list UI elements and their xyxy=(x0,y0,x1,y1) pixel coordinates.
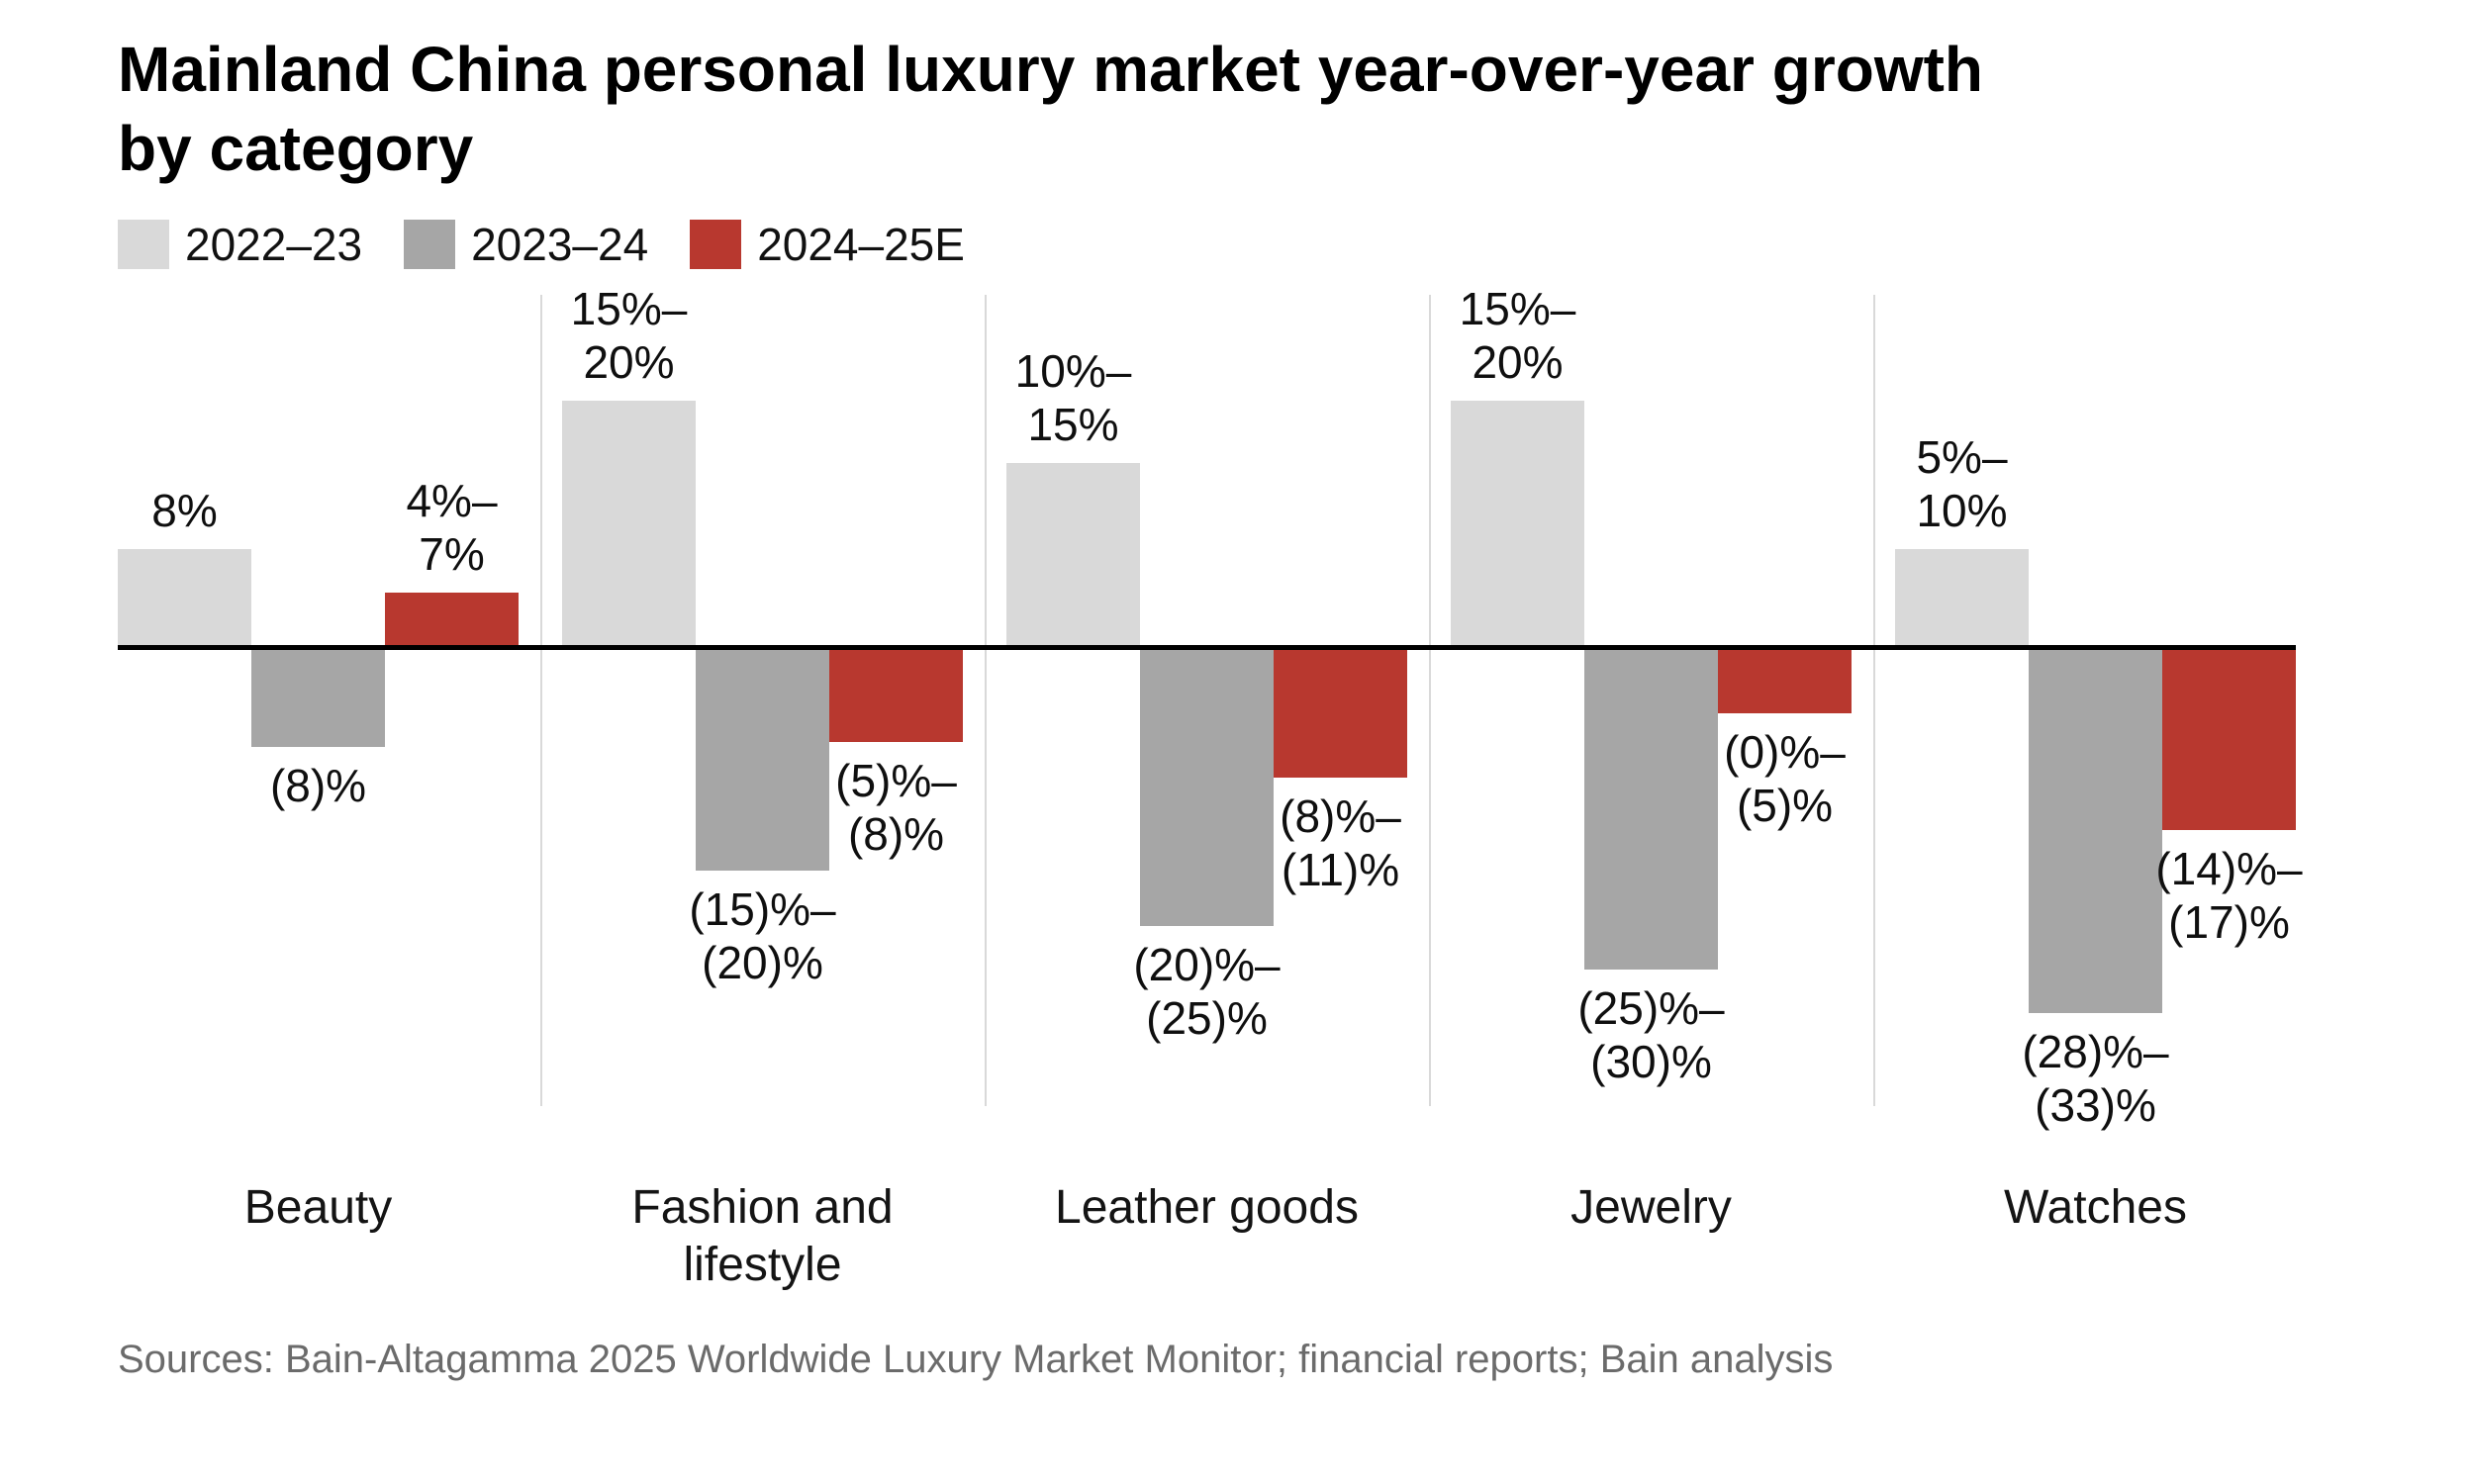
bar-leather-goods-2023-24 xyxy=(1140,648,1274,927)
value-label-jewelry-2023-24: (25)%– (30)% xyxy=(1577,982,1725,1087)
bar-watches-2023-24 xyxy=(2029,648,2162,1013)
bar-jewelry-2024-25e xyxy=(1718,648,1852,714)
chart-title-line-1: Mainland China personal luxury market ye… xyxy=(118,34,1983,105)
value-label-beauty-2022-23: 8% xyxy=(151,485,218,536)
legend-item-2023-24: 2023–24 xyxy=(404,218,648,271)
value-label-jewelry-2024-25e: (0)%– (5)% xyxy=(1724,726,1846,832)
bar-beauty-2023-24 xyxy=(251,648,385,747)
bar-fashion-and-lifestyle-2024-25e xyxy=(829,648,963,742)
category-divider-line xyxy=(1873,295,1875,1106)
category-label-jewelry: Jewelry xyxy=(1570,1181,1732,1234)
category-label-watches: Watches xyxy=(2004,1181,2187,1234)
bar-beauty-2024-25e xyxy=(385,592,519,648)
bar-leather-goods-2022-23 xyxy=(1006,462,1140,648)
legend-item-2024-25e: 2024–25E xyxy=(690,218,965,271)
chart-title-line-2: by category xyxy=(118,113,474,184)
value-label-fashion-and-lifestyle-2022-23: 15%– 20% xyxy=(570,283,688,388)
value-label-leather-goods-2022-23: 10%– 15% xyxy=(1014,344,1132,450)
value-label-beauty-2024-25e: 4%– 7% xyxy=(406,474,498,580)
category-label-leather-goods: Leather goods xyxy=(1055,1181,1359,1234)
legend: 2022–23 2023–24 2024–25E xyxy=(118,218,1006,271)
bar-fashion-and-lifestyle-2023-24 xyxy=(696,648,829,871)
bar-watches-2024-25e xyxy=(2162,648,2296,830)
source-note: Sources: Bain-Altagamma 2025 Worldwide L… xyxy=(118,1338,1834,1381)
zero-axis-line xyxy=(118,645,2296,650)
chart-title: Mainland China personal luxury market ye… xyxy=(118,30,1983,188)
bar-beauty-2022-23 xyxy=(118,549,251,648)
legend-label-2023-24: 2023–24 xyxy=(471,219,649,270)
legend-swatch-2023-24-icon xyxy=(404,220,456,269)
value-label-watches-2024-25e: (14)%– (17)% xyxy=(2155,842,2303,948)
category-divider-line xyxy=(985,295,987,1106)
value-label-watches-2022-23: 5%– 10% xyxy=(1916,431,2008,536)
bar-jewelry-2022-23 xyxy=(1451,401,1584,648)
legend-swatch-2022-23-icon xyxy=(118,220,169,269)
legend-swatch-2024-25e-icon xyxy=(690,220,742,269)
value-label-watches-2023-24: (28)%– (33)% xyxy=(2022,1025,2169,1131)
value-label-leather-goods-2023-24: (20)%– (25)% xyxy=(1133,939,1281,1045)
value-label-leather-goods-2024-25e: (8)%– (11)% xyxy=(1280,790,1401,896)
category-divider-line xyxy=(1429,295,1431,1106)
bar-watches-2022-23 xyxy=(1895,549,2029,648)
value-label-fashion-and-lifestyle-2023-24: (15)%– (20)% xyxy=(689,883,836,988)
value-label-jewelry-2022-23: 15%– 20% xyxy=(1459,283,1576,388)
bar-jewelry-2023-24 xyxy=(1584,648,1718,970)
legend-label-2022-23: 2022–23 xyxy=(185,219,363,270)
value-label-beauty-2023-24: (8)% xyxy=(269,760,367,811)
category-label-fashion-and-lifestyle: Fashion and lifestyle xyxy=(631,1181,894,1291)
bar-leather-goods-2024-25e xyxy=(1274,648,1407,779)
legend-item-2022-23: 2022–23 xyxy=(118,218,362,271)
legend-label-2024-25e: 2024–25E xyxy=(757,219,965,270)
category-label-beauty: Beauty xyxy=(243,1181,393,1234)
value-label-fashion-and-lifestyle-2024-25e: (5)%– (8)% xyxy=(835,755,957,860)
bar-fashion-and-lifestyle-2022-23 xyxy=(562,401,696,648)
category-divider-line xyxy=(540,295,542,1106)
